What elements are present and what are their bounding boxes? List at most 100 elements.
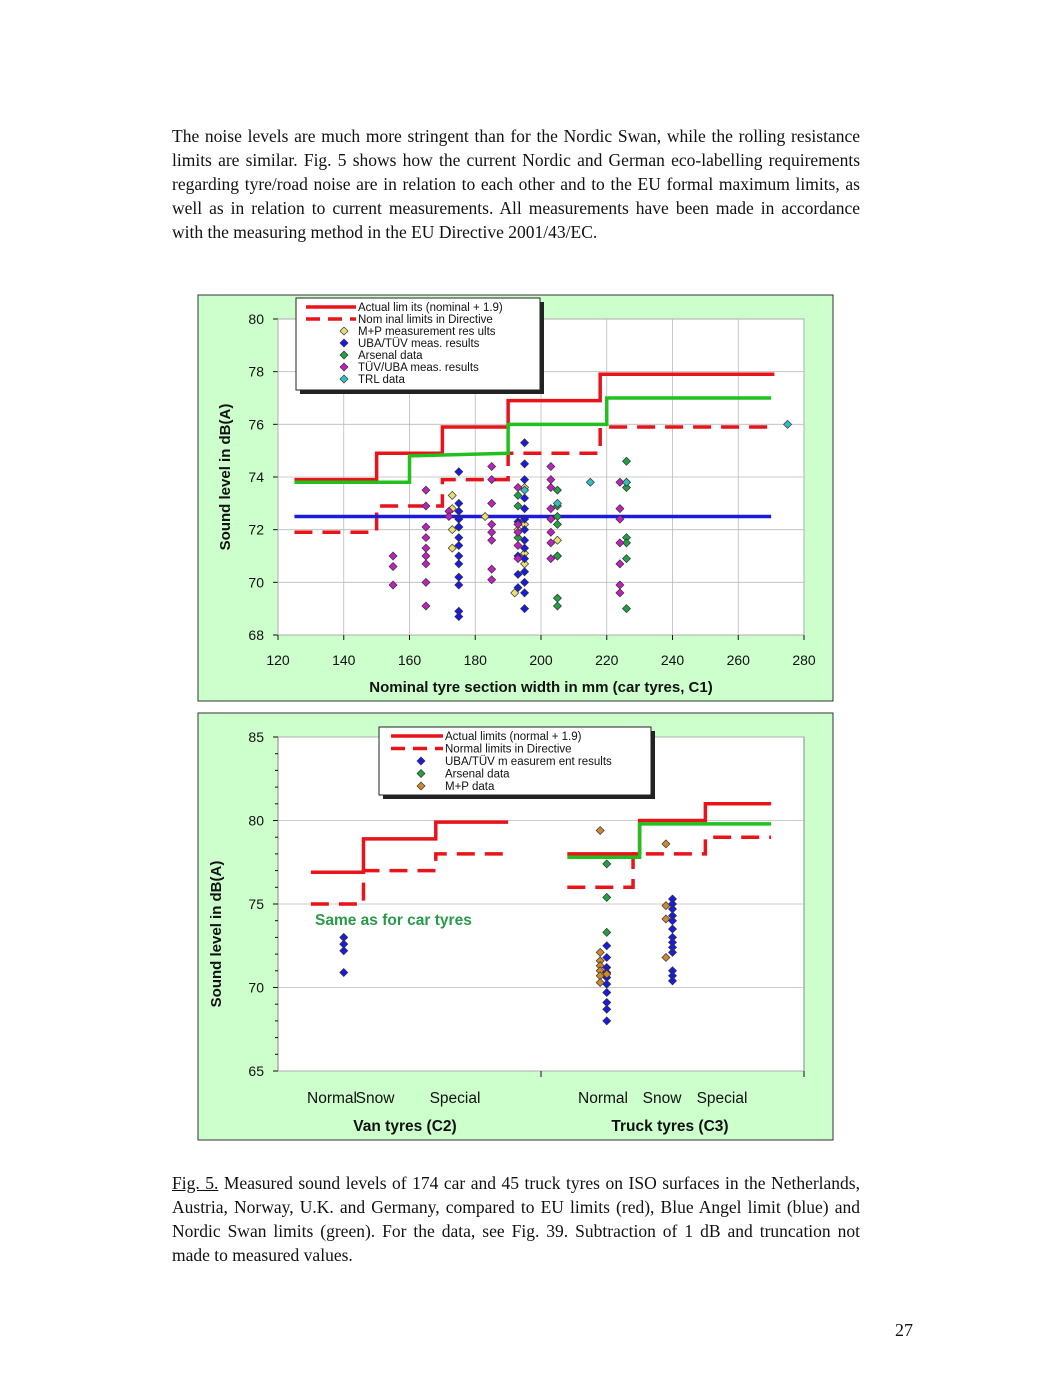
chart2-category-label: Normal — [578, 1090, 628, 1107]
chart1-ytick-label: 70 — [248, 574, 264, 590]
chart1-point-series-3 — [615, 538, 625, 548]
chart2-point-series-0 — [339, 967, 349, 977]
intro-paragraph: The noise levels are much more stringent… — [172, 126, 860, 242]
chart1-point-series-3 — [615, 588, 625, 598]
chart1-point-series-3 — [421, 533, 431, 543]
chart2-y-axis-title: Sound level in dB(A) — [208, 861, 225, 1008]
chart2-line-3 — [567, 835, 772, 890]
chart2-legend-marker — [416, 756, 426, 766]
chart1-point-series-2 — [552, 551, 562, 561]
chart1-point-series-3 — [615, 504, 625, 514]
chart1-point-series-4 — [552, 498, 562, 508]
chart1-point-series-3 — [388, 562, 398, 572]
chart1-y-axis-title: Sound level in dB(A) — [217, 404, 234, 551]
chart1-point-series-1 — [454, 522, 464, 532]
chart1-point-series-4 — [585, 477, 595, 487]
chart1-legend-label: TRL data — [358, 374, 405, 386]
chart1-line-2 — [294, 396, 772, 485]
chart2-ytick-label: 65 — [248, 1063, 264, 1079]
chart1-point-series-2 — [621, 483, 631, 493]
chart2-point-series-2 — [661, 901, 671, 911]
chart2-point-series-2 — [595, 826, 605, 836]
chart1-point-series-1 — [520, 438, 530, 448]
chart1-legend-label: UBA/TÜV meas. results — [358, 338, 480, 350]
chart1-point-series-1 — [520, 604, 530, 614]
chart1-point-series-3 — [487, 564, 497, 574]
chart1-point-series-1 — [513, 583, 523, 593]
chart1-line-0 — [294, 372, 775, 482]
chart1-legend-marker — [339, 362, 349, 372]
chart2-category-label: Special — [430, 1090, 481, 1107]
chart2-ytick-label: 70 — [248, 980, 264, 996]
chart1-point-series-1 — [520, 577, 530, 587]
chart1-xtick-label: 140 — [332, 652, 356, 668]
chart1-legend-marker — [339, 326, 349, 336]
chart1-legend-marker — [339, 350, 349, 360]
chart1-point-series-3 — [487, 461, 497, 471]
chart1-point-series-2 — [621, 456, 631, 466]
chart1-point-series-1 — [520, 588, 530, 598]
chart1-legend — [295, 297, 541, 391]
caption-figure-ref[interactable]: Fig. 5. — [172, 1173, 219, 1193]
chart1-legend-label: Actual lim its (nominal + 1.9) — [358, 302, 503, 314]
chart1-point-series-1 — [454, 580, 464, 590]
chart1-xtick-label: 240 — [661, 652, 685, 668]
chart2-point-series-0 — [602, 1004, 612, 1014]
chart2-point-series-0 — [602, 988, 612, 998]
chart1-point-series-2 — [513, 501, 523, 511]
chart1-point-series-3 — [421, 559, 431, 569]
chart2-point-series-0 — [602, 941, 612, 951]
chart1-point-series-1 — [454, 467, 464, 477]
chart2-point-series-0 — [668, 976, 677, 986]
chart1-ytick-label: 68 — [248, 627, 264, 643]
chart1-point-series-3 — [421, 485, 431, 495]
chart2-ytick-label: 85 — [248, 729, 264, 745]
chart1-point-series-2 — [621, 538, 631, 548]
chart1-legend-label: Nom inal limits in Directive — [358, 314, 493, 326]
chart1-point-series-1 — [513, 569, 523, 579]
chart2-point-series-0 — [602, 1016, 612, 1026]
chart1-point-series-2 — [552, 485, 562, 495]
chart1-legend-label: M+P measurement res ults — [358, 326, 496, 338]
chart1-point-series-3 — [546, 483, 556, 493]
chart1-point-series-1 — [520, 504, 530, 514]
chart1-point-series-2 — [552, 519, 562, 529]
chart2-point-series-0 — [668, 947, 677, 957]
chart1-point-series-3 — [546, 538, 556, 548]
chart1-point-series-1 — [520, 567, 530, 577]
chart2-point-series-2 — [661, 914, 671, 924]
chart1-ytick-label: 72 — [248, 522, 264, 538]
chart2-point-series-2 — [661, 839, 671, 849]
chart1-point-series-3 — [444, 512, 454, 521]
chart1-point-series-4 — [621, 477, 631, 487]
chart1-point-series-3 — [546, 504, 556, 514]
chart2-category-label: Snow — [643, 1090, 683, 1107]
chart1-ytick-label: 78 — [248, 364, 264, 380]
chart1-point-series-1 — [454, 540, 464, 550]
chart1-xtick-label: 260 — [727, 652, 751, 668]
chart2-point-series-2 — [595, 977, 605, 987]
chart1-point-series-4 — [520, 485, 530, 495]
chart1-point-series-3 — [546, 514, 556, 524]
chart1-point-series-2 — [552, 601, 562, 611]
chart1-x-axis-title: Nominal tyre section width in mm (car ty… — [369, 679, 712, 696]
chart2-ytick-label: 80 — [248, 813, 264, 829]
chart1-point-series-3 — [487, 498, 497, 508]
chart1-point-series-3 — [513, 527, 523, 537]
chart2-legend-marker — [416, 769, 426, 778]
chart2-legend-label: Normal limits in Directive — [445, 744, 572, 756]
caption-text: Measured sound levels of 174 car and 45 … — [172, 1173, 860, 1265]
chart1-point-series-3 — [421, 522, 431, 532]
chart1-ytick-label: 80 — [248, 311, 264, 327]
chart1-legend-label: Arsenal data — [358, 350, 423, 362]
chart2-legend-label: Actual limits (normal + 1.9) — [445, 731, 582, 743]
chart1-point-series-0 — [510, 588, 520, 598]
chart1-point-series-1 — [454, 559, 464, 569]
chart2-legend-label: UBA/TÜV m easurem ent results — [445, 756, 612, 768]
chart1-point-series-4 — [783, 419, 793, 429]
chart1-point-series-1 — [520, 525, 530, 535]
chart1-ytick-label: 74 — [248, 469, 264, 485]
chart1-point-series-3 — [421, 601, 431, 611]
